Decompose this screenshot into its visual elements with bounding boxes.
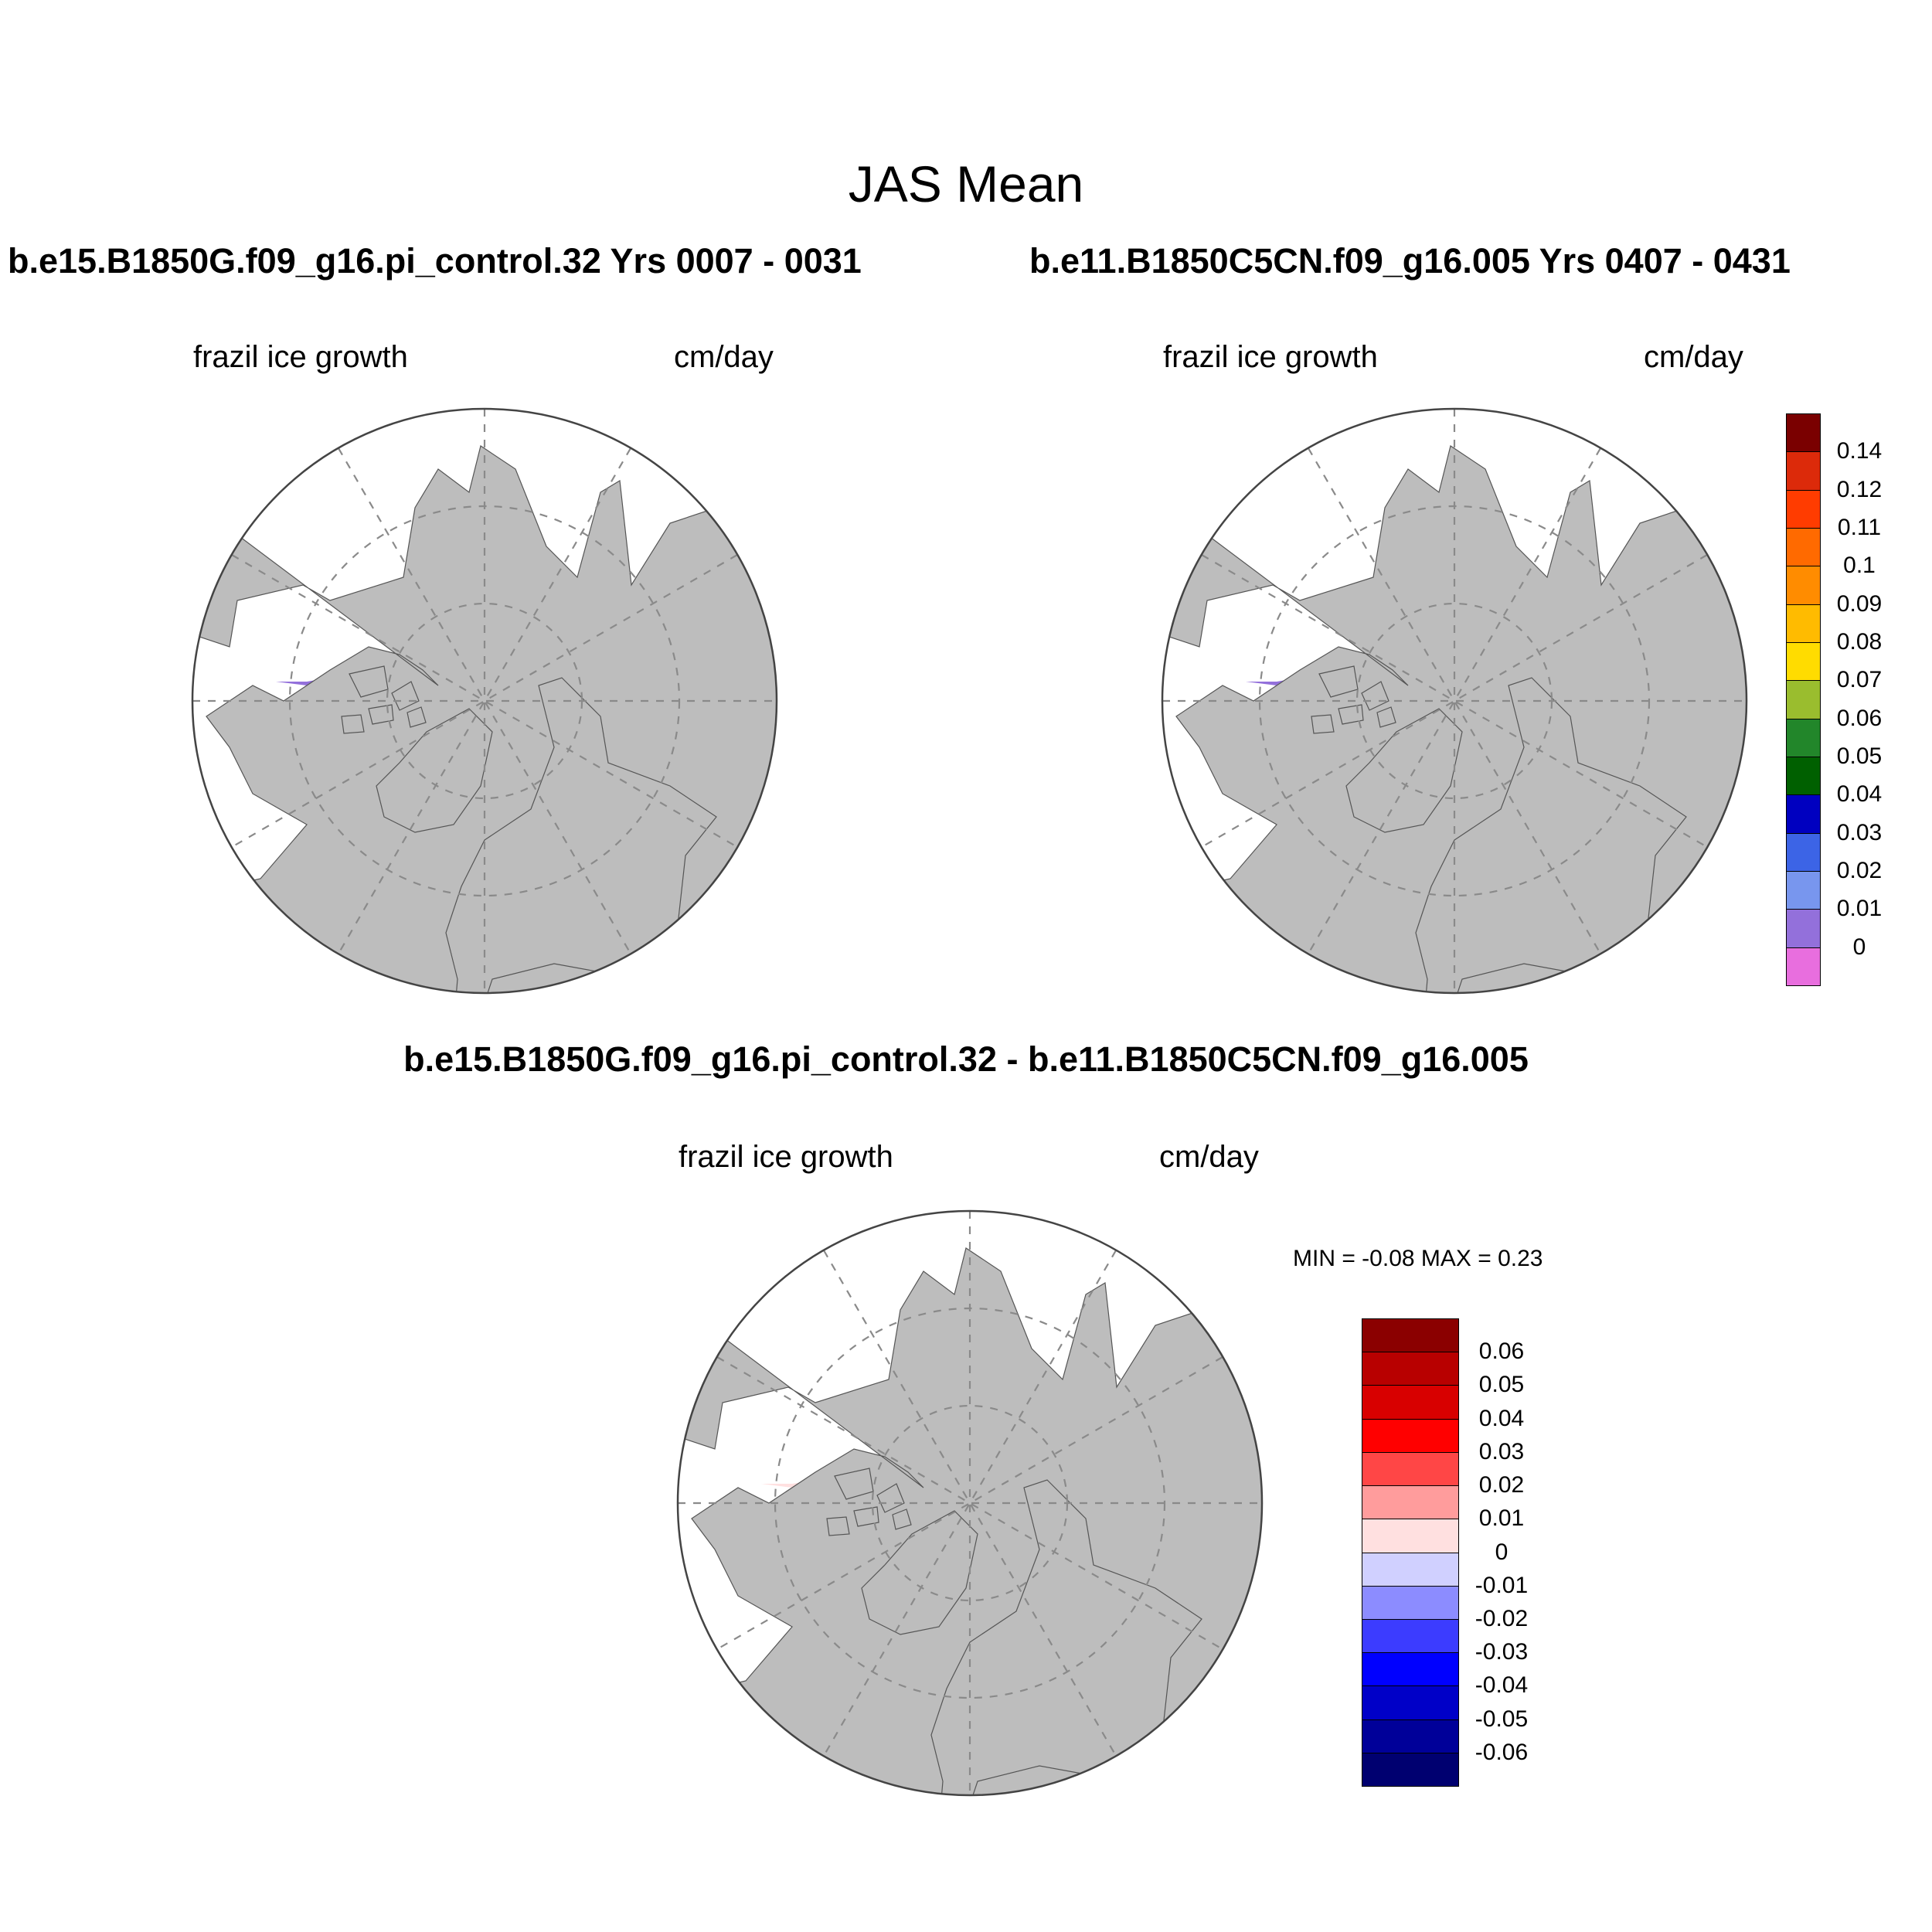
left-variable-label: frazil ice growth	[193, 340, 408, 374]
colorbar-box	[1362, 1685, 1459, 1720]
right-units-label: cm/day	[1644, 340, 1743, 374]
colorbar-diff-labels: 0.06 0.05 0.04 0.03 0.02 0.01 0 -0.01 -0.02 -0.03…	[1459, 1318, 1544, 1786]
colorbar-top	[1786, 413, 1821, 986]
map-left	[191, 407, 778, 995]
diff-panel-title: b.e15.B1850G.f09_g16.pi_control.32 - b.e…	[403, 1039, 1529, 1079]
colorbar-tick-label: -0.01	[1475, 1572, 1529, 1598]
colorbar-box	[1786, 680, 1821, 719]
colorbar-box	[1786, 489, 1821, 529]
colorbar-tick-label: 0.11	[1837, 515, 1882, 540]
colorbar-tick-label: -0.03	[1475, 1639, 1529, 1665]
colorbar-tick-label: -0.04	[1475, 1672, 1529, 1699]
colorbar-tick-label: -0.02	[1475, 1605, 1529, 1631]
colorbar-box	[1786, 718, 1821, 757]
colorbar-box	[1786, 451, 1821, 491]
colorbar-tick-label: 0	[1852, 934, 1866, 960]
diff-variable-label: frazil ice growth	[679, 1140, 893, 1174]
colorbar-tick-label: 0.02	[1478, 1472, 1525, 1498]
colorbar-tick-label: 0.03	[1836, 819, 1883, 845]
colorbar-tick-label: 0.14	[1836, 438, 1883, 464]
colorbar-box	[1786, 757, 1821, 796]
colorbar-box	[1362, 1618, 1459, 1654]
colorbar-tick-label: 0.03	[1478, 1438, 1525, 1464]
colorbar-tick-label: -0.05	[1475, 1706, 1529, 1732]
main-title: JAS Mean	[848, 155, 1084, 213]
colorbar-tick-label: 0.07	[1836, 667, 1883, 693]
colorbar-tick-label: -0.06	[1475, 1739, 1529, 1765]
colorbar-box	[1786, 947, 1821, 986]
colorbar-box	[1362, 1719, 1459, 1753]
colorbar-box	[1786, 909, 1821, 948]
colorbar-tick-label: 0.04	[1836, 781, 1883, 808]
panel-title-left: b.e15.B1850G.f09_g16.pi_control.32 Yrs 0…	[8, 241, 862, 281]
map-right	[1161, 407, 1748, 995]
panel-title-right: b.e11.B1850C5CN.f09_g16.005 Yrs 0407 - 0…	[1029, 241, 1791, 281]
colorbar-tick-label: 0.09	[1836, 590, 1883, 617]
min-max-label: MIN = -0.08 MAX = 0.23	[1293, 1246, 1543, 1271]
colorbar-box	[1362, 1451, 1459, 1487]
colorbar-tick-label: 0.05	[1836, 743, 1883, 769]
right-variable-label: frazil ice growth	[1163, 340, 1378, 374]
colorbar-box	[1786, 832, 1821, 872]
colorbar-box	[1786, 642, 1821, 682]
colorbar-box	[1362, 1652, 1459, 1687]
colorbar-tick-label: 0.1	[1843, 553, 1876, 579]
colorbar-box	[1362, 1352, 1459, 1386]
map-diff	[676, 1209, 1264, 1797]
colorbar-box	[1786, 794, 1821, 834]
colorbar-tick-label: 0.04	[1478, 1405, 1525, 1431]
colorbar-tick-label: 0.06	[1836, 705, 1883, 731]
colorbar-tick-label: 0.05	[1478, 1372, 1525, 1398]
colorbar-tick-label: 0.06	[1478, 1338, 1525, 1365]
left-units-label: cm/day	[674, 340, 774, 374]
colorbar-box	[1786, 604, 1821, 643]
colorbar-box	[1362, 1519, 1459, 1553]
colorbar-box	[1362, 1585, 1459, 1620]
colorbar-box	[1362, 1552, 1459, 1587]
colorbar-diff	[1362, 1318, 1459, 1787]
colorbar-box	[1786, 413, 1821, 453]
colorbar-box	[1362, 1318, 1459, 1353]
colorbar-tick-label: 0	[1495, 1539, 1509, 1565]
diff-units-label: cm/day	[1159, 1140, 1259, 1174]
colorbar-top-labels: 0.14 0.12 0.11 0.1 0.09 0.08 0.07 0.06 0.05 0.04 0…	[1821, 413, 1898, 985]
colorbar-box	[1786, 871, 1821, 910]
colorbar-tick-label: 0.02	[1836, 858, 1883, 883]
colorbar-box	[1362, 1485, 1459, 1520]
colorbar-tick-label: 0.01	[1478, 1505, 1525, 1532]
colorbar-box	[1362, 1418, 1459, 1453]
colorbar-tick-label: 0.08	[1836, 629, 1883, 655]
colorbar-tick-label: 0.12	[1836, 476, 1883, 502]
colorbar-box	[1786, 528, 1821, 567]
colorbar-box	[1362, 1385, 1459, 1420]
colorbar-tick-label: 0.01	[1836, 896, 1883, 922]
colorbar-box	[1786, 566, 1821, 605]
colorbar-box	[1362, 1752, 1459, 1787]
